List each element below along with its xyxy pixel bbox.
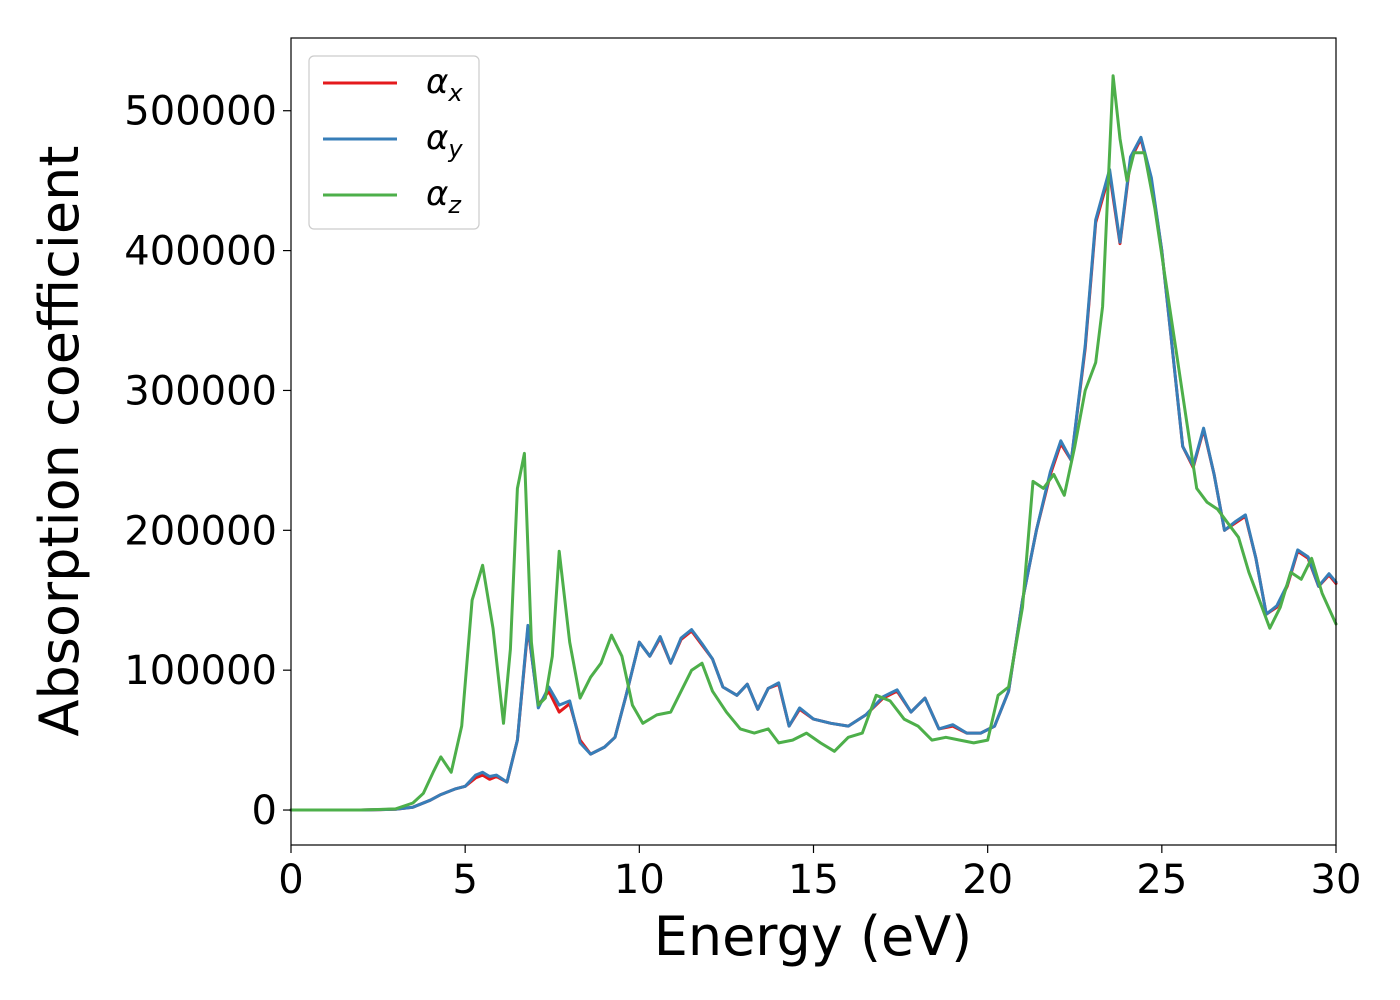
y-tick-label: 200000 — [124, 508, 277, 554]
x-tick-label: 15 — [788, 857, 839, 903]
y-tick-label: 400000 — [124, 229, 277, 275]
legend-label-x: αx — [426, 62, 463, 107]
y-tick-label: 0 — [252, 788, 277, 834]
y-tick-label: 500000 — [124, 89, 277, 135]
x-axis-label: Energy (eV) — [654, 905, 973, 968]
legend: αx αy αz — [308, 55, 480, 230]
x-tick-label: 5 — [452, 857, 477, 903]
legend-label-y: αy — [426, 118, 463, 163]
y-axis-ticks: 0 100000 200000 300000 400000 500000 — [124, 89, 291, 834]
legend-items: αx αy αz — [323, 62, 463, 219]
legend-label-z: αz — [426, 174, 462, 219]
x-axis-ticks: 0 5 10 15 20 25 30 — [278, 845, 1361, 903]
y-tick-label: 300000 — [124, 368, 277, 414]
y-tick-label: 100000 — [124, 648, 277, 694]
x-tick-label: 25 — [1136, 857, 1187, 903]
series-layer — [289, 74, 1338, 812]
x-tick-label: 10 — [614, 857, 665, 903]
series-line-x — [289, 137, 1338, 812]
y-axis-label: Absorption coefficient — [28, 146, 91, 737]
x-tick-label: 0 — [278, 857, 303, 903]
series-line-y — [289, 135, 1338, 812]
series-line-z — [289, 74, 1338, 812]
legend-box — [308, 55, 480, 230]
x-tick-label: 30 — [1311, 857, 1362, 903]
x-tick-label: 20 — [962, 857, 1013, 903]
